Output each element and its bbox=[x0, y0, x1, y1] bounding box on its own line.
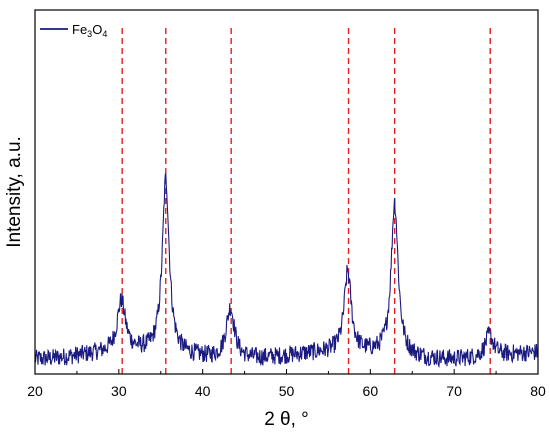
x-axis-ticks: 20 30 40 50 60 70 80 bbox=[27, 369, 546, 399]
x-tick-label: 30 bbox=[111, 383, 127, 399]
x-tick-label: 40 bbox=[195, 383, 211, 399]
x-tick-label: 60 bbox=[363, 383, 379, 399]
x-axis-label: 2 θ, ° bbox=[264, 409, 309, 430]
x-tick-label: 20 bbox=[27, 383, 43, 399]
series-line-fe3o4 bbox=[34, 173, 539, 369]
legend: Fe3O4 bbox=[40, 22, 107, 39]
reference-lines bbox=[121, 28, 491, 374]
plot-frame bbox=[34, 9, 539, 375]
x-tick-label: 50 bbox=[279, 383, 295, 399]
x-tick-label: 80 bbox=[530, 383, 546, 399]
legend-label: Fe3O4 bbox=[72, 22, 107, 39]
x-tick-label: 70 bbox=[446, 383, 462, 399]
y-axis-label: Intensity, a.u. bbox=[4, 136, 25, 248]
series-layer bbox=[34, 173, 539, 369]
